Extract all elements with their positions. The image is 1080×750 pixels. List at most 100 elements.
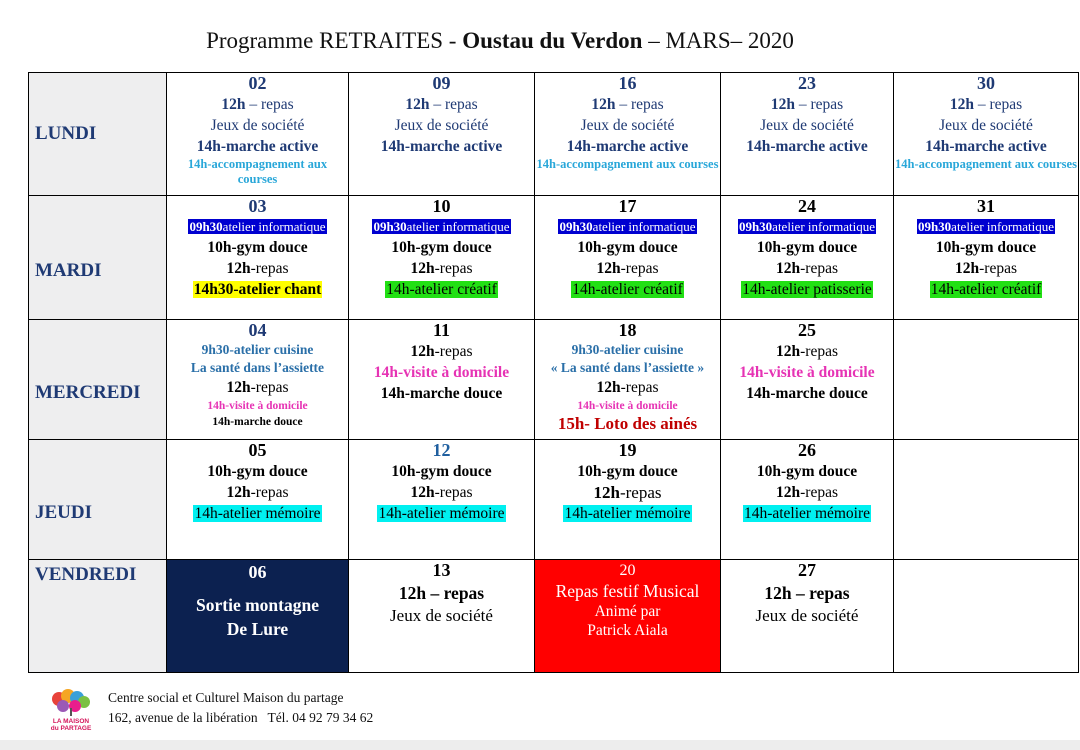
event-cuisine: 9h30-atelier cuisine [201, 342, 314, 357]
date-number: 20 [619, 562, 636, 579]
repas-time: 12h [776, 343, 801, 360]
date-number: 18 [618, 320, 637, 341]
cell-mercredi-empty [893, 319, 1079, 440]
cell-vendredi-empty [893, 559, 1079, 673]
event-festif-line2: Animé par [594, 603, 661, 620]
repas-time: 12h [591, 96, 616, 113]
logo-text-line2: du PARTAGE [51, 725, 92, 732]
repas-text: -repas [619, 483, 662, 502]
event-marche: 14h-marche active [380, 138, 503, 155]
repas-text: – repas [794, 96, 844, 113]
event-marche: 14h-marche active [196, 138, 319, 155]
cell-mardi-10: 10 09h30atelier informatique 10h-gym dou… [348, 195, 535, 320]
date-number: 13 [432, 560, 451, 581]
cell-mardi-24: 24 09h30atelier informatique 10h-gym dou… [720, 195, 894, 320]
event-visite: 14h-visite à domicile [739, 364, 875, 381]
event-jeux: Jeux de société [760, 117, 854, 134]
title-suffix: – MARS– 2020 [642, 28, 794, 53]
cell-vendredi-13: 13 12h – repas Jeux de société [348, 559, 535, 673]
repas-time: 12h [226, 379, 251, 396]
cell-lundi-30: 30 12h – repas Jeux de société 14h-march… [893, 72, 1079, 196]
title-prefix: Programme RETRAITES - [206, 28, 463, 53]
repas-time: 12h [596, 260, 621, 277]
event-atelier: 14h-atelier mémoire [742, 505, 872, 522]
date-number: 09 [432, 73, 451, 94]
date-number: 31 [977, 196, 995, 217]
event-jeux: Jeux de société [580, 117, 675, 134]
repas-text: -repas [434, 343, 473, 360]
event-accompagnement: 14h-accompagnement aux courses [895, 157, 1077, 171]
event-gym: 10h-gym douce [207, 463, 308, 480]
row-jeudi: JEUDI 05 10h-gym douce 12h-repas 14h-ate… [28, 439, 1079, 560]
event-gym: 10h-gym douce [391, 239, 492, 256]
repas-time: 12h [226, 260, 251, 277]
event-informatique: 09h30atelier informatique [916, 219, 1056, 234]
row-lundi: LUNDI 02 12h – repas Jeux de société 14h… [28, 72, 1079, 196]
repas-text: – repas [973, 96, 1023, 113]
event-gym: 10h-gym douce [577, 239, 678, 256]
event-marche: 14h-marche active [925, 138, 1047, 155]
repas-time: 12h [955, 260, 980, 277]
page-title: Programme RETRAITES - Oustau du Verdon –… [0, 28, 1000, 54]
day-label-vendredi: VENDREDI [28, 559, 167, 673]
day-label-lundi: LUNDI [28, 72, 167, 196]
event-repas: 12h – repas [764, 583, 850, 603]
repas-text: -repas [434, 260, 473, 277]
event-cuisine: 9h30-atelier cuisine [571, 342, 684, 357]
event-informatique: 09h30atelier informatique [737, 219, 877, 234]
event-jeux: Jeux de société [755, 606, 859, 625]
cell-mercredi-11: 11 12h-repas 14h-visite à domicile 14h-m… [348, 319, 535, 440]
event-gym: 10h-gym douce [207, 239, 308, 256]
event-loto: 15h- Loto des ainés [557, 414, 698, 433]
cell-jeudi-12: 12 10h-gym douce 12h-repas 14h-atelier m… [348, 439, 535, 560]
event-sante: « La santé dans l’assiette » [550, 360, 705, 375]
event-informatique: 09h30atelier informatique [372, 219, 511, 234]
event-gym: 10h-gym douce [756, 463, 858, 480]
repas-time: 12h [770, 96, 795, 113]
repas-time: 12h [776, 260, 801, 277]
repas-time: 12h [593, 483, 620, 502]
calendar-table: LUNDI 02 12h – repas Jeux de société 14h… [28, 72, 1079, 673]
day-label-mardi: MARDI [28, 195, 167, 320]
cell-jeudi-19: 19 10h-gym douce 12h-repas 14h-atelier m… [534, 439, 721, 560]
cell-vendredi-06: 06 Sortie montagne De Lure [166, 559, 349, 673]
date-number: 03 [248, 196, 267, 217]
footer-line2: 162, avenue de la libération Tél. 04 92 … [108, 710, 374, 725]
event-gym: 10h-gym douce [577, 463, 678, 480]
event-gym: 10h-gym douce [391, 463, 492, 480]
repas-text: -repas [620, 260, 659, 277]
repas-time: 12h [410, 343, 435, 360]
event-informatique: 09h30atelier informatique [558, 219, 697, 234]
date-number: 11 [432, 320, 450, 341]
repas-time: 12h [221, 96, 246, 113]
date-number: 05 [248, 440, 267, 461]
event-visite: 14h-visite à domicile [207, 400, 308, 412]
event-atelier: 14h-atelier créatif [571, 281, 684, 298]
event-gym: 10h-gym douce [756, 239, 858, 256]
date-number: 12 [432, 440, 451, 461]
repas-time: 12h [776, 484, 801, 501]
date-number: 23 [798, 73, 816, 94]
event-visite: 14h-visite à domicile [577, 400, 678, 412]
event-marche: 14h-marche douce [380, 385, 503, 402]
repas-text: -repas [250, 260, 289, 277]
footer-line1: Centre social et Culturel Maison du part… [108, 690, 344, 705]
event-marche: 14h-marche douce [212, 416, 303, 428]
event-gym: 10h-gym douce [935, 239, 1037, 256]
cell-lundi-02: 02 12h – repas Jeux de société 14h-march… [166, 72, 349, 196]
row-mardi: MARDI 03 09h30atelier informatique 10h-g… [28, 195, 1079, 320]
date-number: 26 [798, 440, 816, 461]
event-marche: 14h-marche active [746, 138, 868, 155]
repas-text: -repas [250, 379, 289, 396]
footer-address: Centre social et Culturel Maison du part… [108, 688, 373, 728]
maison-du-partage-logo: LA MAISON du PARTAGE [51, 689, 92, 732]
event-atelier: 14h-atelier mémoire [563, 505, 692, 522]
logo-text-line1: LA MAISON [53, 718, 90, 725]
date-number: 19 [618, 440, 637, 461]
cell-vendredi-20: 20 Repas festif Musical Animé par Patric… [534, 559, 721, 673]
event-atelier: 14h-atelier mémoire [193, 505, 322, 522]
cell-vendredi-27: 27 12h – repas Jeux de société [720, 559, 894, 673]
cell-mardi-03: 03 09h30atelier informatique 10h-gym dou… [166, 195, 349, 320]
row-mercredi: MERCREDI 04 9h30-atelier cuisine La sant… [28, 319, 1079, 440]
event-sortie-line2: De Lure [226, 619, 289, 639]
